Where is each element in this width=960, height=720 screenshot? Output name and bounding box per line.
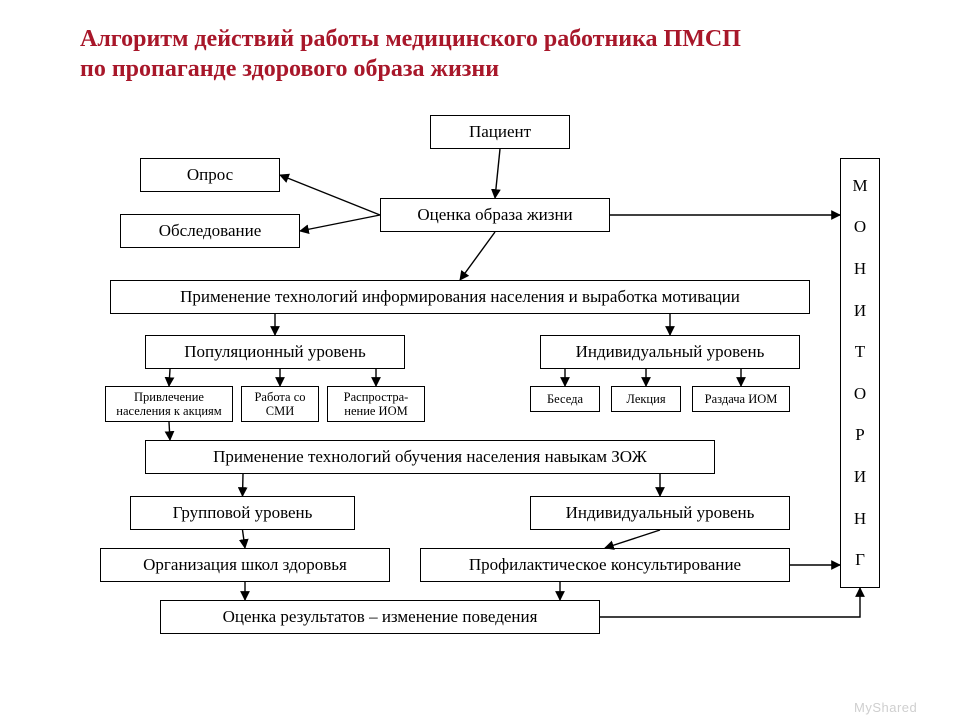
node-ind_c: Раздача ИОМ <box>692 386 790 412</box>
node-label: Привлечение населения к акциям <box>111 390 227 419</box>
edge-pop_a-learn <box>169 422 170 440</box>
node-label: Групповой уровень <box>173 503 313 523</box>
node-label: Индивидуальный уровень <box>566 503 755 523</box>
node-opros: Опрос <box>140 158 280 192</box>
node-ind_b: Лекция <box>611 386 681 412</box>
node-patient: Пациент <box>430 115 570 149</box>
node-label: Беседа <box>547 392 583 406</box>
edge-assess-inform <box>460 232 495 280</box>
node-group: Групповой уровень <box>130 496 355 530</box>
edge-assess-obsled <box>300 215 380 231</box>
node-obsled: Обследование <box>120 214 300 248</box>
node-result: Оценка результатов – изменение поведения <box>160 600 600 634</box>
node-label: Применение технологий информирования нас… <box>180 287 740 307</box>
edge-group-school <box>243 530 246 548</box>
node-label: Популяционный уровень <box>184 342 365 362</box>
node-inform: Применение технологий информирования нас… <box>110 280 810 314</box>
node-label: Опрос <box>187 165 233 185</box>
edge-assess-opros <box>280 175 380 215</box>
watermark: MyShared <box>854 700 917 715</box>
node-pop_b: Работа со СМИ <box>241 386 319 422</box>
node-pop_a: Привлечение населения к акциям <box>105 386 233 422</box>
node-label: Оценка результатов – изменение поведения <box>223 607 538 627</box>
node-label: Организация школ здоровья <box>143 555 347 575</box>
node-label: Лекция <box>626 392 665 406</box>
node-label: Работа со СМИ <box>247 390 313 419</box>
node-learn: Применение технологий обучения населения… <box>145 440 715 474</box>
node-consult: Профилактическое консультирование <box>420 548 790 582</box>
edge-result-monitor <box>600 588 860 617</box>
edge-patient-assess <box>495 149 500 198</box>
node-ind_a: Беседа <box>530 386 600 412</box>
node-ind2: Индивидуальный уровень <box>530 496 790 530</box>
edge-ind2-consult <box>605 530 660 548</box>
node-pop_c: Распростра- нение ИОМ <box>327 386 425 422</box>
node-label: Раздача ИОМ <box>705 392 778 406</box>
node-label: Обследование <box>159 221 262 241</box>
page-title: Алгоритм действий работы медицинского ра… <box>80 24 880 84</box>
node-school: Организация школ здоровья <box>100 548 390 582</box>
title-line2: по пропаганде здорового образа жизни <box>80 56 499 82</box>
node-label: Применение технологий обучения населения… <box>213 447 647 467</box>
node-label: Профилактическое консультирование <box>469 555 741 575</box>
node-assess: Оценка образа жизни <box>380 198 610 232</box>
node-label: Пациент <box>469 122 531 142</box>
node-monitor: МОНИТОРИНГ <box>840 158 880 588</box>
node-label: Индивидуальный уровень <box>576 342 765 362</box>
title-line1: Алгоритм действий работы медицинского ра… <box>80 26 741 52</box>
edge-learn-group <box>243 474 244 496</box>
node-ind1: Индивидуальный уровень <box>540 335 800 369</box>
edge-pop-pop_a <box>169 369 170 386</box>
node-pop: Популяционный уровень <box>145 335 405 369</box>
node-label: Распростра- нение ИОМ <box>333 390 419 419</box>
node-label: Оценка образа жизни <box>417 205 572 225</box>
